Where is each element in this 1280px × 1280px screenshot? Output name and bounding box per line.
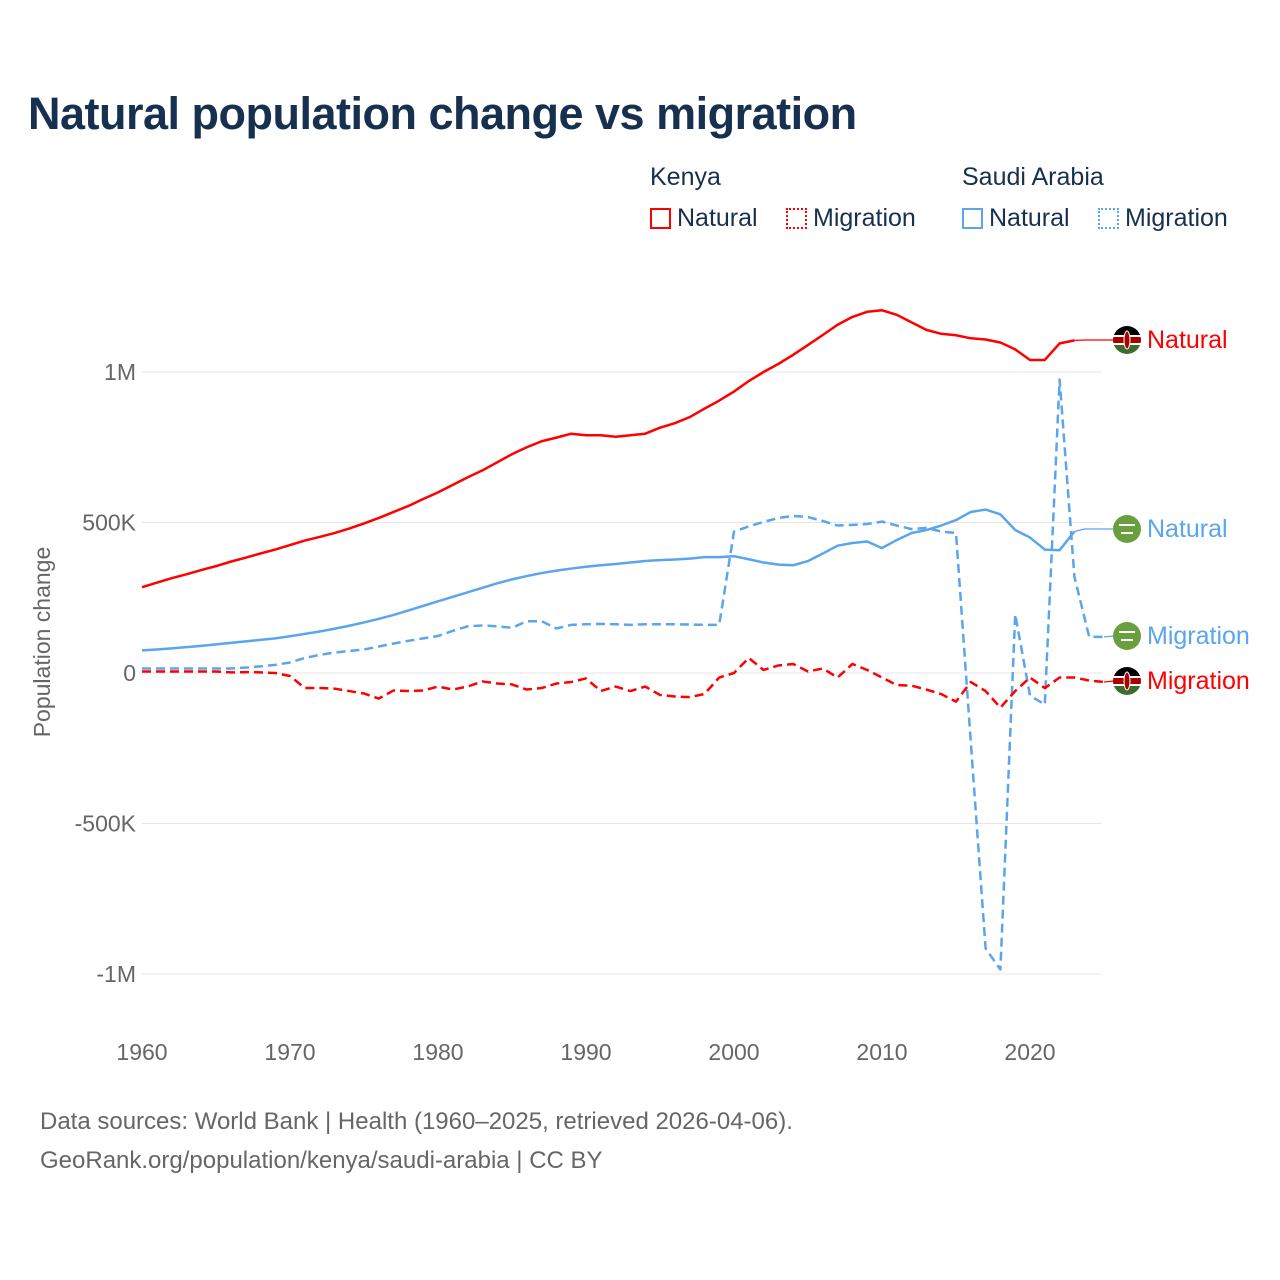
saudi-flag-icon (1113, 622, 1141, 650)
label-connector (1074, 528, 1113, 533)
legend-swatch-dotted (1098, 208, 1119, 229)
legend-kenya-natural[interactable]: Natural (650, 204, 758, 233)
x-tick-label: 2010 (856, 1039, 907, 1065)
kenya-flag-icon (1113, 667, 1141, 695)
legend-swatch-dotted (786, 208, 807, 229)
series-end-label: Migration (1147, 667, 1250, 695)
source-line-2[interactable]: GeoRank.org/population/kenya/saudi-arabi… (40, 1147, 603, 1174)
kenya-flag-icon (1113, 326, 1141, 354)
y-tick-label: 1M (104, 359, 136, 385)
y-tick-label: -500K (75, 811, 137, 837)
label-connector (1103, 635, 1115, 638)
chart-title: Natural population change vs migration (28, 88, 857, 139)
legend-saudi-migration[interactable]: Migration (1098, 204, 1228, 233)
series-line-saudi-arabia-natural (141, 508, 1076, 652)
saudi-flag-icon (1113, 515, 1141, 543)
legend-label: Migration (1125, 204, 1228, 232)
legend-label: Natural (677, 204, 758, 232)
series-line-kenya-natural (141, 309, 1075, 589)
y-axis-label: Population change (29, 547, 55, 738)
legend-swatch-solid (650, 208, 671, 229)
y-tick-label: 0 (123, 660, 136, 686)
series-line-kenya-migration (142, 656, 1105, 709)
legend-group-kenya: Kenya (650, 163, 721, 191)
source-line-1: Data sources: World Bank | Health (1960–… (40, 1108, 793, 1135)
series-end-label: Natural (1147, 515, 1228, 543)
legend-swatch-solid (962, 208, 983, 229)
y-tick-label: 500K (82, 510, 136, 536)
legend-kenya-migration[interactable]: Migration (786, 204, 916, 233)
legend-saudi-natural[interactable]: Natural (962, 204, 1070, 233)
x-tick-label: 2020 (1004, 1039, 1055, 1065)
series-end-label: Migration (1147, 622, 1250, 650)
x-tick-label: 1960 (116, 1039, 167, 1065)
x-tick-label: 2000 (708, 1039, 759, 1065)
legend-label: Migration (813, 204, 916, 232)
saudi-flag-emblem (1119, 631, 1135, 641)
label-connector (1103, 680, 1115, 683)
legend-label: Natural (989, 204, 1070, 232)
series-end-label: Natural (1147, 326, 1228, 354)
series-line-saudi-arabia-migration (142, 378, 1104, 971)
saudi-flag-emblem (1119, 524, 1135, 534)
y-tick-label: -1M (96, 961, 136, 987)
x-tick-label: 1990 (560, 1039, 611, 1065)
legend-group-saudi-arabia: Saudi Arabia (962, 163, 1104, 191)
x-tick-label: 1980 (412, 1039, 463, 1065)
x-tick-label: 1970 (264, 1039, 315, 1065)
